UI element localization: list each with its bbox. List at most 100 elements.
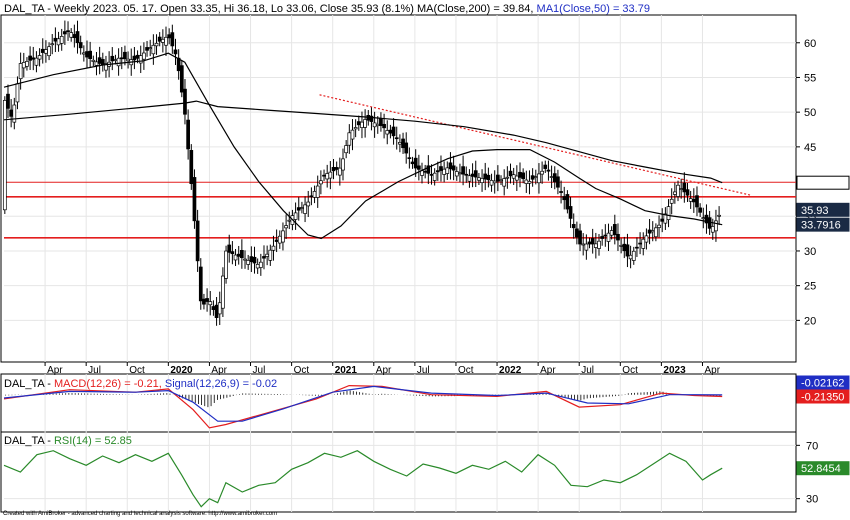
footer-credit: Created with AmiBroker - advanced charti… xyxy=(3,511,278,517)
bar-body-129 xyxy=(410,161,415,165)
bar-body-197 xyxy=(625,244,630,257)
bar-body-108 xyxy=(344,145,349,154)
bar-body-10 xyxy=(34,57,39,66)
bar-body-12 xyxy=(40,48,45,53)
bar-body-80 xyxy=(255,264,260,269)
trendline xyxy=(319,94,752,197)
bar-body-111 xyxy=(353,127,358,130)
x-label-11: 2022 xyxy=(499,365,522,376)
bar-body-210 xyxy=(666,206,671,220)
bar-body-214 xyxy=(679,188,684,190)
bar-body-89 xyxy=(284,225,288,229)
price-bars xyxy=(2,20,721,326)
bar-body-150 xyxy=(477,177,481,181)
bar-body-81 xyxy=(258,261,263,268)
bar-body-100 xyxy=(319,180,323,185)
badge-bg-price-2 xyxy=(796,217,850,232)
bar-body-215 xyxy=(682,182,687,193)
bar-body-7 xyxy=(25,61,29,67)
rsi-panel-frame xyxy=(0,431,797,513)
bar-body-72 xyxy=(230,251,235,255)
bar-body-200 xyxy=(635,246,639,249)
bar-body-166 xyxy=(527,181,532,184)
bar-body-4 xyxy=(15,83,20,103)
bar-body-195 xyxy=(619,245,623,247)
y-tick-rsi-0: 70 xyxy=(806,440,818,452)
bar-body-223 xyxy=(707,217,712,229)
bar-body-212 xyxy=(673,191,677,195)
bar-body-13 xyxy=(44,49,48,54)
bar-body-56 xyxy=(179,65,184,93)
bar-body-198 xyxy=(628,254,633,260)
bar-body-65 xyxy=(208,301,213,306)
bar-body-130 xyxy=(413,157,418,169)
bar-body-154 xyxy=(489,180,494,186)
bar-body-42 xyxy=(135,54,140,59)
bar-body-105 xyxy=(334,167,339,170)
bar-body-104 xyxy=(331,167,336,172)
bar-body-159 xyxy=(505,176,510,179)
bar-body-138 xyxy=(439,166,443,171)
macd-header: DAL_TA - MACD(12,26) = -0.21, Signal(12,… xyxy=(4,378,277,390)
bar-body-75 xyxy=(240,250,244,259)
bar-body-144 xyxy=(458,172,462,175)
badge-text-rsi-0: 52.8454 xyxy=(801,463,841,475)
bar-body-66 xyxy=(211,306,216,310)
x-label-0: Apr xyxy=(47,365,63,376)
x-label-1: Jul xyxy=(88,365,101,376)
series-rsi-14- xyxy=(3,450,723,508)
x-label-9: Jul xyxy=(417,365,430,376)
bar-body-77 xyxy=(246,260,251,265)
bar-body-57 xyxy=(183,88,187,115)
bar-body-84 xyxy=(268,249,273,261)
bar-body-188 xyxy=(597,240,601,249)
bar-body-176 xyxy=(559,191,563,193)
bar-body-14 xyxy=(47,46,51,57)
badge-macd-0: -0.02162 xyxy=(796,375,850,390)
bar-body-179 xyxy=(568,206,573,219)
bar-body-153 xyxy=(486,174,491,181)
series-ma1-close-50- xyxy=(3,52,723,240)
bar-body-173 xyxy=(549,176,554,178)
bar-body-181 xyxy=(575,228,579,238)
bar-body-30 xyxy=(97,57,102,64)
bar-body-32 xyxy=(104,63,108,71)
series-signal-12-26-9- xyxy=(3,385,723,422)
bar-body-62 xyxy=(198,266,203,302)
bar-body-106 xyxy=(337,167,342,176)
price-panel-frame xyxy=(0,14,797,363)
bar-body-8 xyxy=(28,55,32,61)
bar-body-98 xyxy=(312,191,317,198)
macd-label: MACD(12,26) = -0.21, xyxy=(54,378,162,390)
bar-body-192 xyxy=(609,230,614,236)
bar-body-83 xyxy=(265,253,269,257)
badge-text-price-1: 35.93 xyxy=(801,205,829,217)
bar-body-203 xyxy=(644,235,649,243)
y-tick-price-2: 50 xyxy=(804,107,816,119)
bar-body-27 xyxy=(88,50,93,60)
bar-body-125 xyxy=(398,142,402,145)
badge-text-price-2: 33.7916 xyxy=(801,220,841,232)
bar-body-112 xyxy=(356,121,361,126)
bar-body-131 xyxy=(417,165,421,170)
bar-body-96 xyxy=(306,201,311,207)
x-label-3: 2020 xyxy=(170,365,193,376)
bar-body-78 xyxy=(249,256,254,263)
badge-bg-macd-0 xyxy=(796,375,850,390)
bar-body-28 xyxy=(91,59,96,62)
bar-body-114 xyxy=(363,119,367,128)
bar-body-44 xyxy=(142,52,146,60)
bar-body-68 xyxy=(217,302,222,315)
bar-body-34 xyxy=(110,55,115,62)
bar-body-145 xyxy=(461,166,465,175)
badge-macd-1: -0.21350 xyxy=(796,389,850,404)
bar-body-211 xyxy=(669,198,674,204)
bar-body-121 xyxy=(385,130,390,135)
bar-body-73 xyxy=(233,254,238,261)
bar-body-135 xyxy=(429,174,434,176)
bar-body-160 xyxy=(508,170,513,177)
bar-body-171 xyxy=(543,164,548,169)
bar-body-49 xyxy=(157,36,162,42)
badge-text-macd-0: -0.02162 xyxy=(801,378,844,390)
